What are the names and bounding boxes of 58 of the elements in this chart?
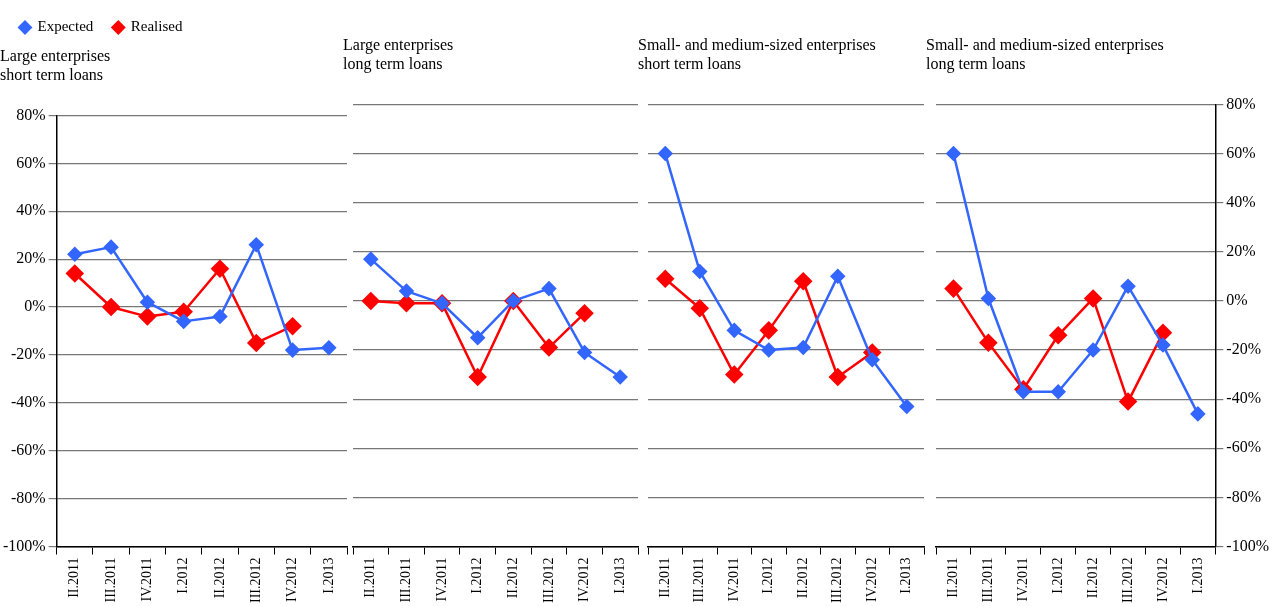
x-tick-label: III.2012: [1119, 557, 1135, 604]
chart-title: Large enterprises short term loans: [0, 46, 111, 83]
x-tick-label: I.2013: [1189, 557, 1205, 594]
x-tick-label: II.2012: [794, 557, 810, 599]
x-tick-label: II.2011: [362, 557, 378, 598]
x-tick-label: II.2012: [504, 557, 520, 599]
y-tick-label: -80%: [1226, 487, 1261, 505]
x-tick-label: III.2011: [980, 557, 996, 603]
chart-title: Large enterprises long term loans: [343, 35, 454, 73]
x-tick-label: IV.2011: [1014, 557, 1030, 602]
y-tick-label: -60%: [11, 440, 46, 458]
x-tick-label: IV.2012: [863, 557, 879, 602]
x-tick-label: I.2013: [611, 557, 627, 594]
x-tick-label: II.2012: [1084, 557, 1100, 599]
y-tick-label: -100%: [3, 536, 46, 554]
y-tick-label: 0%: [24, 297, 46, 315]
x-tick-label: III.2011: [691, 557, 707, 603]
y-tick-label: 80%: [16, 105, 46, 123]
y-tick-label: -20%: [1226, 340, 1261, 358]
y-tick-label: -60%: [1226, 438, 1261, 456]
x-tick-label: III.2012: [247, 557, 263, 604]
legend-label: Realised: [130, 18, 183, 35]
y-tick-label: -40%: [1226, 389, 1261, 407]
x-tick-label: IV.2012: [576, 557, 592, 602]
y-tick-label: 0%: [1226, 291, 1248, 309]
y-tick-label: -100%: [1226, 536, 1269, 554]
y-tick-label: 40%: [16, 201, 46, 219]
chart-title: Small- and medium-sized enterprises short term loans: [638, 35, 876, 72]
y-tick-label: 40%: [1226, 192, 1256, 210]
x-tick-label: III.2011: [102, 557, 118, 603]
chart-title: Small- and medium-sized enterprises long term loans: [926, 35, 1164, 73]
x-tick-label: II.2011: [945, 557, 961, 598]
x-tick-label: III.2012: [540, 557, 556, 604]
x-tick-label: I.2013: [320, 557, 336, 594]
legend-label: Expected: [37, 18, 94, 35]
y-tick-label: 80%: [1226, 94, 1256, 112]
x-tick-label: II.2011: [656, 557, 672, 598]
x-tick-label: I.2013: [898, 557, 914, 594]
y-tick-label: -80%: [11, 488, 46, 506]
x-tick-label: I.2012: [175, 557, 191, 594]
y-tick-label: -40%: [11, 393, 46, 411]
x-tick-label: I.2012: [469, 557, 485, 594]
x-tick-label: I.2012: [1049, 557, 1065, 594]
x-tick-label: IV.2011: [433, 557, 449, 602]
x-tick-label: III.2011: [398, 557, 414, 603]
x-tick-label: IV.2011: [725, 557, 741, 602]
x-tick-label: III.2012: [829, 557, 845, 604]
x-tick-label: IV.2012: [1154, 557, 1170, 602]
y-tick-label: -20%: [11, 345, 46, 363]
x-tick-label: I.2012: [760, 557, 776, 594]
y-tick-label: 60%: [1226, 143, 1256, 161]
x-tick-label: IV.2011: [139, 557, 155, 602]
x-tick-label: II.2011: [66, 557, 82, 598]
x-tick-label: IV.2012: [284, 557, 300, 602]
y-tick-label: 20%: [1226, 241, 1256, 259]
x-tick-label: II.2012: [211, 557, 227, 599]
y-tick-label: 20%: [16, 249, 46, 267]
y-tick-label: 60%: [16, 153, 46, 171]
